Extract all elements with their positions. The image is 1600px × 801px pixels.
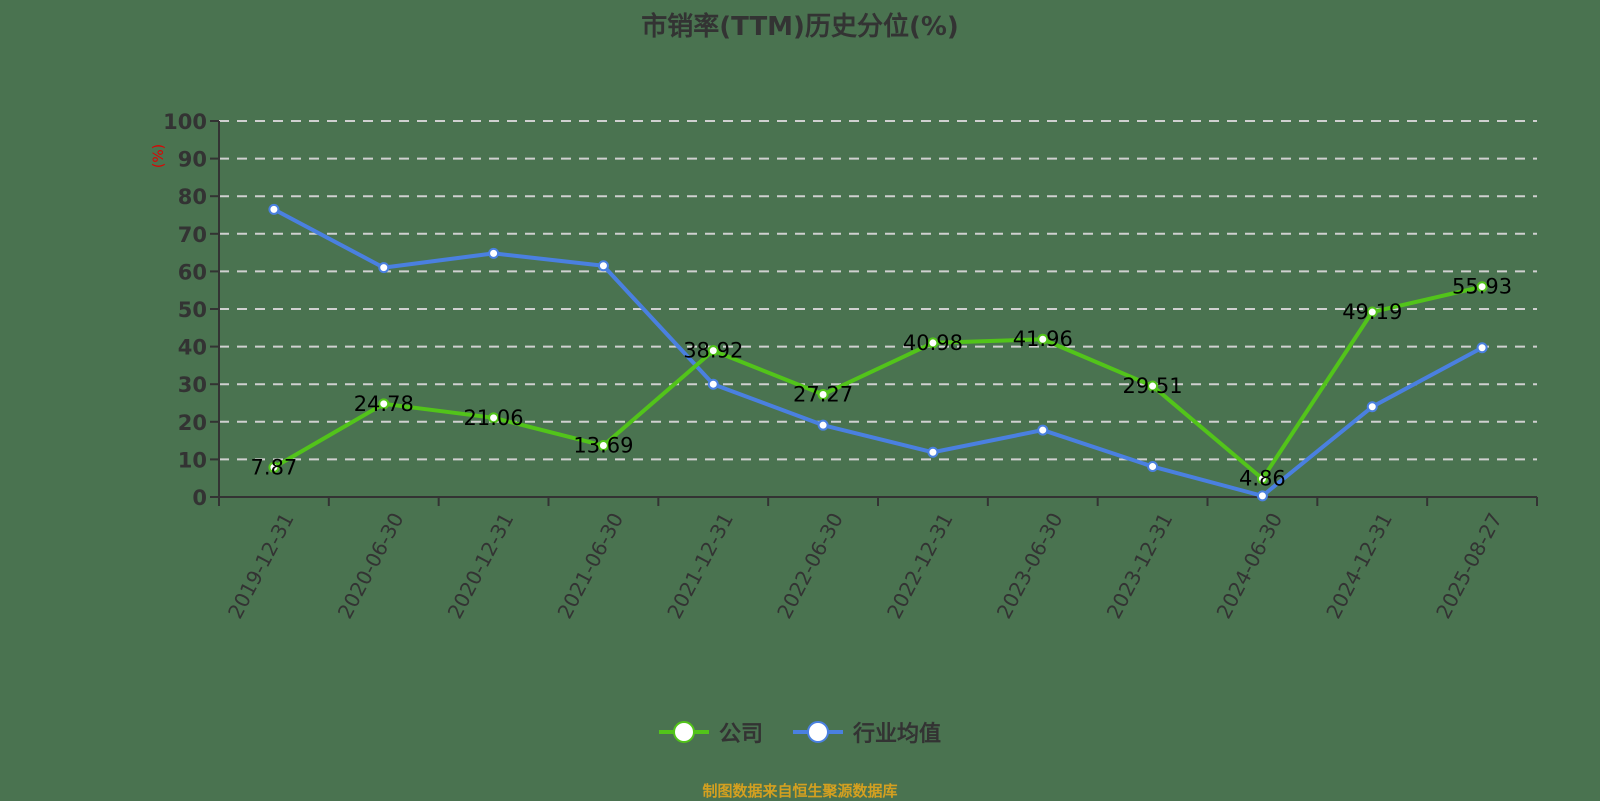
line-chart: 0 10 20 30 40 50 60 70 80 90 100 2019-12-31 2020-06-… xyxy=(151,110,1538,623)
data-point[interactable] xyxy=(488,247,500,259)
data-point[interactable] xyxy=(268,461,280,473)
x-tick-label: 2020-06-30 xyxy=(333,509,409,623)
legend-company-marker-icon xyxy=(658,720,709,744)
data-label: 40.98 xyxy=(903,331,963,355)
data-source-footer: 制图数据来自恒生聚源数据库 xyxy=(702,782,898,800)
data-point[interactable] xyxy=(1256,490,1268,502)
company-line xyxy=(272,284,1483,481)
data-label: 7.87 xyxy=(251,455,298,479)
legend-industry-label: 行业均值 xyxy=(853,722,942,747)
data-point[interactable] xyxy=(1256,473,1268,485)
y-tick-label: 40 xyxy=(178,336,207,360)
y-tick-label: 30 xyxy=(178,373,207,397)
x-tick-label: 2022-06-30 xyxy=(772,509,848,623)
series-lines xyxy=(268,203,1488,502)
x-tick-label: 2022-12-31 xyxy=(882,509,958,623)
chart-title: 市销率(TTM)历史分位(%) xyxy=(641,12,959,42)
data-labels: 7.87 24.78 21.06 13.69 38.92 27.27 40.98 41.96 2… xyxy=(251,275,1513,491)
data-point[interactable] xyxy=(817,419,829,431)
industry-average-line xyxy=(272,207,1484,498)
data-point[interactable] xyxy=(1366,401,1378,413)
y-tick-label: 100 xyxy=(163,110,207,134)
data-point[interactable] xyxy=(488,412,500,424)
data-label: 21.06 xyxy=(464,406,524,430)
x-tick-label: 2021-12-31 xyxy=(662,509,738,623)
data-point[interactable] xyxy=(927,337,939,349)
data-label: 55.93 xyxy=(1452,275,1512,299)
y-axis-unit-label: (%) xyxy=(151,144,167,168)
x-tick-label: 2020-12-31 xyxy=(443,509,519,623)
legend-company-label: 公司 xyxy=(718,722,763,747)
data-point[interactable] xyxy=(597,260,609,272)
x-tick-label: 2025-08-27 xyxy=(1431,509,1507,623)
y-tick-label: 90 xyxy=(178,148,207,172)
y-tick-label: 80 xyxy=(178,185,207,209)
legend-item-industry-average[interactable]: 行业均值 xyxy=(793,716,941,748)
x-tick-label: 2024-12-31 xyxy=(1321,509,1397,623)
y-tick-label: 70 xyxy=(178,223,207,247)
axes: 0 10 20 30 40 50 60 70 80 90 100 2019-12-31 2020-06-… xyxy=(163,110,1538,623)
data-point[interactable] xyxy=(597,440,609,452)
data-point[interactable] xyxy=(268,203,280,215)
data-point[interactable] xyxy=(1037,333,1049,345)
x-tick-label: 2021-06-30 xyxy=(552,509,628,623)
x-tick-label: 2023-06-30 xyxy=(992,509,1068,623)
y-tick-label: 50 xyxy=(178,298,207,322)
x-tick-label: 2019-12-31 xyxy=(223,509,299,623)
gridlines xyxy=(219,120,1537,461)
data-point[interactable] xyxy=(707,378,719,390)
x-tick-label: 2023-12-31 xyxy=(1102,509,1178,623)
legend: 公司 行业均值 xyxy=(0,716,1600,748)
data-label: 38.92 xyxy=(683,339,743,363)
data-point[interactable] xyxy=(1476,281,1488,293)
legend-industry-marker-icon xyxy=(793,720,843,744)
data-point[interactable] xyxy=(1366,306,1378,318)
legend-item-company[interactable]: 公司 xyxy=(658,716,763,748)
data-point[interactable] xyxy=(927,446,939,458)
data-label: 27.27 xyxy=(793,382,853,406)
y-tick-label: 0 xyxy=(192,486,207,510)
x-tick-label: 2024-06-30 xyxy=(1211,509,1287,623)
y-tick-label: 60 xyxy=(178,260,207,284)
data-label: 49.19 xyxy=(1342,300,1402,324)
data-label: 4.86 xyxy=(1239,467,1286,491)
y-tick-label: 20 xyxy=(178,411,207,435)
data-point[interactable] xyxy=(378,398,390,410)
data-point[interactable] xyxy=(1476,342,1488,354)
data-point[interactable] xyxy=(1147,380,1159,392)
data-point[interactable] xyxy=(378,262,390,274)
y-tick-label: 10 xyxy=(178,448,207,472)
data-point[interactable] xyxy=(1147,461,1159,473)
data-label: 29.51 xyxy=(1123,374,1183,398)
data-point[interactable] xyxy=(817,388,829,400)
data-point[interactable] xyxy=(707,345,719,357)
data-label: 24.78 xyxy=(354,392,414,416)
data-label: 13.69 xyxy=(573,434,633,458)
data-label: 41.96 xyxy=(1013,327,1073,351)
data-point[interactable] xyxy=(1037,424,1049,436)
